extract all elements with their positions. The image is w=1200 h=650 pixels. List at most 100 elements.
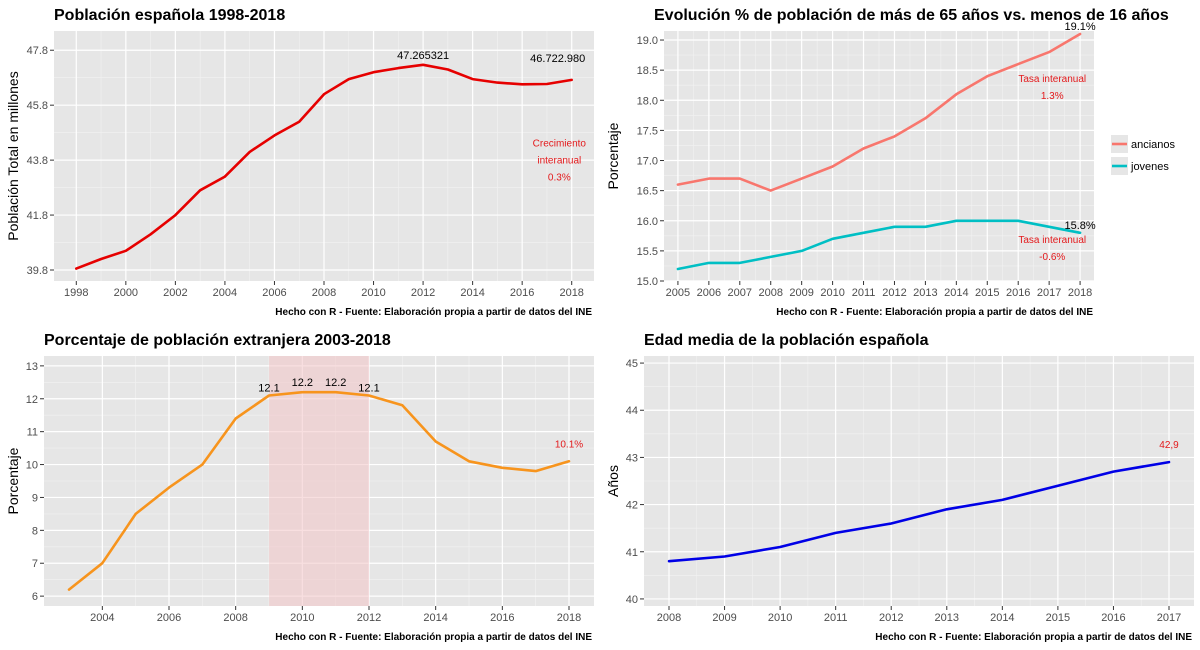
y-tick-label: 42 xyxy=(626,500,638,512)
x-tick-label: 1998 xyxy=(64,287,88,299)
y-tick-labels: 6 7 8 9 10 11 12 13 xyxy=(26,361,44,603)
x-tick-label: 2005 xyxy=(666,287,690,299)
x-tick-label: 2009 xyxy=(789,287,813,299)
note-text: 0.3% xyxy=(548,172,571,183)
x-tick-label: 2016 xyxy=(1101,612,1125,624)
chart-svg: Porcentaje de población extranjera 2003-… xyxy=(5,332,594,643)
x-tick-label: 2012 xyxy=(357,612,381,624)
x-tick-label: 2016 xyxy=(1006,287,1030,299)
data-annotations: 12.1 12.2 12.2 12.1 10.1% xyxy=(258,377,583,450)
chart-poblacion-extranjera: Porcentaje de población extranjera 2003-… xyxy=(0,325,600,650)
x-tick-label: 2014 xyxy=(990,612,1014,624)
y-tick-label: 15.0 xyxy=(637,276,658,288)
series-lines xyxy=(676,32,1082,271)
x-tick-label: 2010 xyxy=(820,287,844,299)
y-axis-label: Población Total en millones xyxy=(5,71,21,240)
source-caption: Hecho con R - Fuente: Elaboración propia… xyxy=(776,307,1093,318)
y-axis-label: Porcentaje xyxy=(605,122,621,189)
x-tick-labels: 1998 2000 2002 2004 2006 2008 2010 2012 2014 2016… xyxy=(64,281,584,299)
y-tick-label: 17.0 xyxy=(637,156,658,168)
chart-title: Población española 1998-2018 xyxy=(54,7,285,24)
x-tick-label: 2007 xyxy=(728,287,752,299)
series-line xyxy=(667,460,1171,563)
rate-notes: Tasa interanual 1.3% Tasa interanual -0.6% xyxy=(1018,74,1086,263)
y-tick-label: 15.5 xyxy=(637,246,658,258)
y-tick-label: 41.8 xyxy=(27,210,48,222)
data-annotations: 42,9 xyxy=(1159,440,1179,451)
y-tick-label: 12 xyxy=(26,394,38,406)
data-label: 19.1% xyxy=(1064,21,1095,33)
x-tick-label: 2000 xyxy=(114,287,138,299)
x-tick-label: 2012 xyxy=(879,612,903,624)
data-label: 47.265321 xyxy=(397,50,449,62)
y-tick-label: 16.0 xyxy=(637,216,658,228)
data-label: 15.8% xyxy=(1064,220,1095,232)
x-tick-label: 2018 xyxy=(1068,287,1092,299)
gridlines xyxy=(664,31,1094,282)
y-tick-label: 17.5 xyxy=(637,125,658,137)
x-tick-label: 2010 xyxy=(361,287,385,299)
x-tick-label: 2014 xyxy=(944,287,968,299)
chart-title: Porcentaje de población extranjera 2003-… xyxy=(44,332,391,349)
x-tick-label: 2002 xyxy=(163,287,187,299)
y-axis-label: Años xyxy=(605,465,621,497)
series-lines xyxy=(667,460,1171,563)
y-tick-label: 7 xyxy=(32,558,38,570)
y-tick-label: 18.0 xyxy=(637,95,658,107)
x-tick-labels: 2005 2006 2007 2008 2009 2010 2011 2012 2013 2014… xyxy=(666,281,1092,299)
x-tick-label: 2017 xyxy=(1037,287,1061,299)
x-tick-label: 2014 xyxy=(423,612,447,624)
x-tick-label: 2018 xyxy=(557,612,581,624)
note-text: Crecimiento xyxy=(533,138,587,149)
x-tick-label: 2010 xyxy=(768,612,792,624)
x-tick-labels: 2008 2009 2010 2011 2012 2013 2014 2015 2016 2017 xyxy=(657,606,1181,624)
y-tick-label: 40 xyxy=(626,594,638,606)
y-tick-label: 18.5 xyxy=(637,65,658,77)
gridlines xyxy=(54,31,594,281)
note-text: -0.6% xyxy=(1039,252,1065,263)
chart-edad-media: Edad media de la población española 2008… xyxy=(600,325,1200,650)
y-tick-label: 39.8 xyxy=(27,265,48,277)
y-tick-label: 11 xyxy=(27,427,38,439)
x-tick-label: 2008 xyxy=(312,287,336,299)
y-tick-label: 43.8 xyxy=(27,155,48,167)
legend-label-ancianos: ancianos xyxy=(1131,139,1176,151)
chart-ancianos-jovenes: Evolución % de población de más de 65 añ… xyxy=(600,0,1200,325)
source-caption: Hecho con R - Fuente: Elaboración propia… xyxy=(275,632,592,643)
data-label: 10.1% xyxy=(555,439,583,450)
data-annotations: 19.1% 15.8% xyxy=(1064,21,1095,232)
x-tick-label: 2013 xyxy=(935,612,959,624)
series-lines xyxy=(75,63,574,270)
x-tick-label: 2018 xyxy=(559,287,583,299)
data-label: 42,9 xyxy=(1159,440,1179,451)
x-tick-label: 2004 xyxy=(213,287,237,299)
chart-title: Evolución % de población de más de 65 añ… xyxy=(654,7,1169,24)
note-text: Tasa interanual xyxy=(1018,235,1086,246)
x-tick-label: 2012 xyxy=(882,287,906,299)
legend: ancianos jovenes xyxy=(1110,132,1176,180)
x-tick-label: 2012 xyxy=(411,287,435,299)
chart-svg: Evolución % de población de más de 65 añ… xyxy=(605,7,1176,318)
x-tick-label: 2016 xyxy=(490,612,514,624)
chart-svg: Población española 1998-2018 1998 2000 200… xyxy=(5,7,594,318)
source-caption: Hecho con R - Fuente: Elaboración propia… xyxy=(875,632,1192,643)
note-text: interanual xyxy=(537,155,581,166)
series-line-jovenes xyxy=(676,219,1082,271)
x-tick-label: 2004 xyxy=(90,612,114,624)
y-tick-label: 19.0 xyxy=(637,35,658,47)
series-line xyxy=(75,63,574,270)
y-tick-label: 13 xyxy=(26,361,38,373)
y-tick-label: 47.8 xyxy=(27,45,48,57)
x-tick-label: 2011 xyxy=(824,612,848,624)
y-tick-labels: 15.0 15.5 16.0 16.5 17.0 17.5 18.0 18.5 19.0 xyxy=(637,35,664,288)
note-text: Tasa interanual xyxy=(1018,74,1086,85)
y-axis-label: Porcentaje xyxy=(5,447,21,514)
chart-poblacion-total: Población española 1998-2018 1998 2000 200… xyxy=(0,0,600,325)
highlight-rect xyxy=(269,356,369,606)
y-tick-label: 9 xyxy=(32,492,38,504)
chart-svg: Edad media de la población española 2008… xyxy=(605,332,1194,643)
data-annotations: 47.265321 46.722.980 xyxy=(397,50,585,65)
x-tick-label: 2013 xyxy=(913,287,937,299)
x-tick-label: 2015 xyxy=(1046,612,1070,624)
gridlines xyxy=(644,356,1194,606)
